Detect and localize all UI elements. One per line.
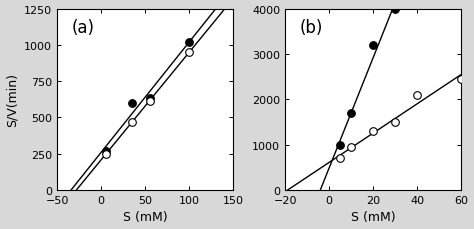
Y-axis label: S/V(min): S/V(min) xyxy=(6,73,18,127)
X-axis label: S (mM): S (mM) xyxy=(123,210,167,224)
X-axis label: S (mM): S (mM) xyxy=(351,210,396,224)
Text: (a): (a) xyxy=(71,19,94,36)
Text: (b): (b) xyxy=(299,19,323,36)
